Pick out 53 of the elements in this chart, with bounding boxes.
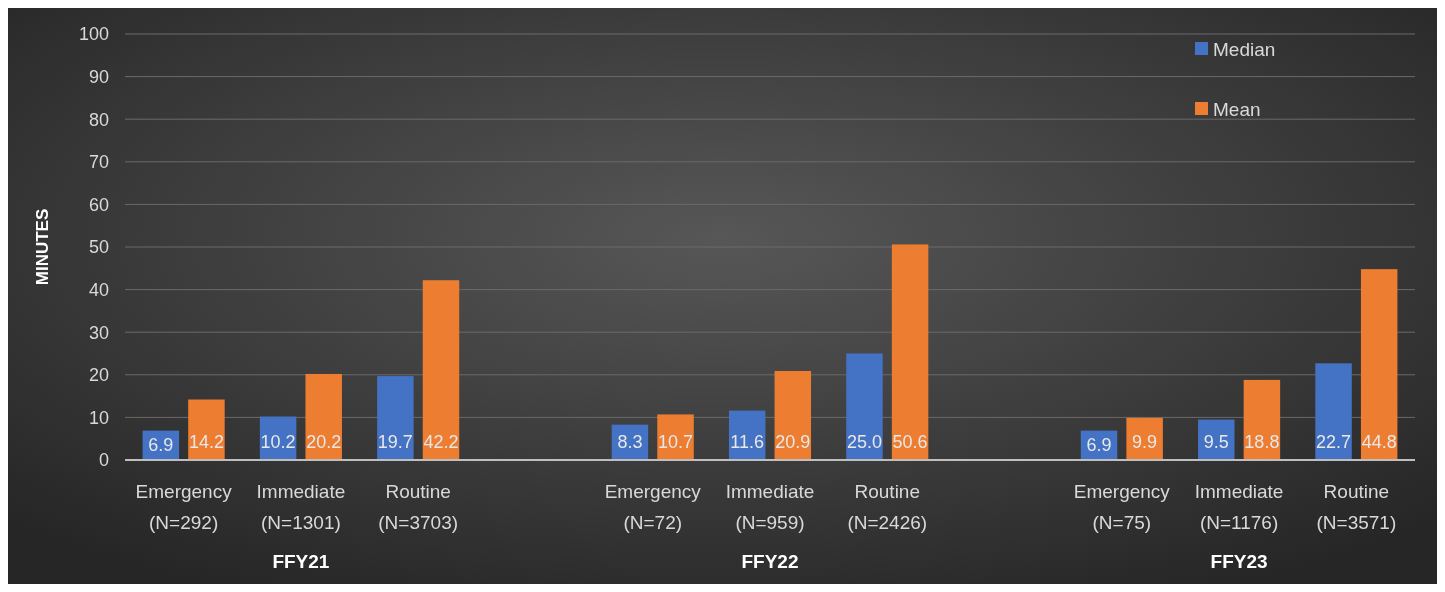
bar: [305, 373, 342, 460]
bar: [422, 280, 460, 460]
y-tick-label: 10: [88, 407, 109, 428]
bar: [891, 244, 929, 460]
y-tick-label: 100: [78, 24, 109, 45]
data-label: 6.9: [1086, 434, 1112, 455]
data-label: 42.2: [423, 432, 459, 452]
data-label: 11.6: [730, 432, 765, 452]
y-tick-label: 20: [88, 365, 109, 386]
data-label: 50.6: [892, 432, 928, 452]
y-tick-label: 0: [98, 450, 109, 471]
x-tick-label: Emergency (N=292): [135, 481, 233, 533]
x-tick-label: Immediate (N=1176): [1194, 481, 1284, 533]
data-label: 10.7: [658, 432, 694, 452]
data-label: 22.7: [1316, 432, 1352, 452]
x-tick-label: Routine (N=3571): [1316, 481, 1397, 533]
y-tick-label: 50: [88, 237, 109, 258]
y-axis-title: MINUTES: [33, 208, 52, 286]
x-tick-label: Immediate (N=959): [725, 481, 815, 533]
x-tick-label: Emergency (N=75): [1073, 481, 1171, 533]
y-tick-label: 60: [88, 194, 109, 215]
y-tick-label: 70: [88, 152, 109, 173]
text: FFY21: [272, 551, 330, 572]
y-tick-label: 90: [88, 66, 109, 87]
bar: [1360, 269, 1398, 460]
x-tick-label: Emergency (N=72): [604, 481, 702, 533]
data-label: 9.5: [1203, 432, 1229, 452]
data-label: 9.9: [1132, 432, 1158, 452]
bar: [846, 353, 883, 460]
data-label: 10.2: [260, 432, 296, 452]
data-label: 44.8: [1361, 432, 1397, 452]
legend-label: Median: [1213, 38, 1276, 60]
data-label: 20.2: [306, 432, 342, 452]
data-label: 8.3: [617, 432, 643, 452]
legend-label: Mean: [1213, 98, 1261, 120]
bar: [774, 370, 812, 460]
data-label: 6.9: [148, 434, 174, 455]
x-tick-label: Routine (N=3703): [378, 481, 459, 533]
x-tick-label: Immediate (N=1301): [256, 481, 346, 533]
y-tick-label: 80: [88, 109, 109, 130]
bar: [188, 399, 225, 460]
data-label: 19.7: [377, 432, 413, 452]
data-label: 25.0: [846, 432, 882, 452]
text: FFY22: [741, 551, 799, 572]
bar: [1315, 363, 1352, 460]
y-tick-label: 30: [88, 322, 109, 343]
text: FFY23: [1210, 551, 1268, 572]
data-label: 18.8: [1244, 432, 1280, 452]
y-tick-label: 40: [88, 279, 109, 300]
data-label: 14.2: [188, 432, 224, 452]
x-tick-label: Routine (N=2426): [847, 481, 928, 533]
bar: [377, 376, 414, 460]
data-label: 20.9: [775, 432, 811, 452]
